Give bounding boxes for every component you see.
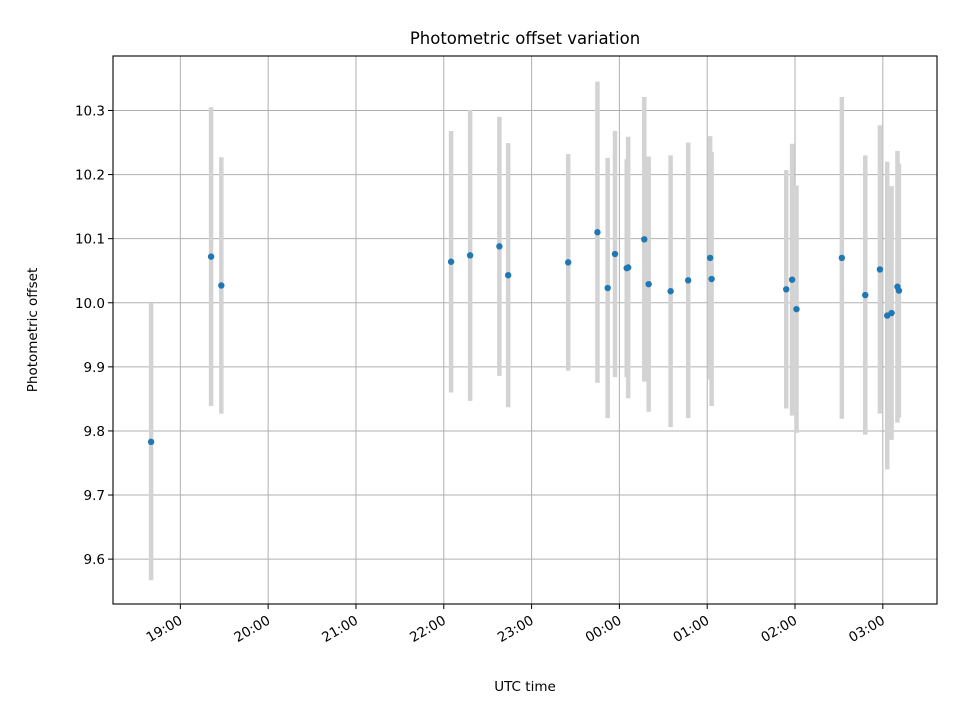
y-tick-label: 10.0 <box>75 296 105 312</box>
y-tick-label: 10.3 <box>75 103 105 119</box>
y-tick-label: 10.1 <box>75 232 105 248</box>
data-point <box>466 252 474 259</box>
data-point <box>788 276 796 283</box>
data-point <box>147 438 155 446</box>
data-point <box>564 259 572 266</box>
data-point <box>667 288 674 295</box>
data-point <box>207 253 215 260</box>
data-point <box>504 272 512 279</box>
y-tick-label: 9.6 <box>84 552 105 568</box>
y-tick-label: 10.2 <box>75 168 105 184</box>
data-point <box>641 236 648 243</box>
grid-lines <box>113 56 937 604</box>
y-axis-label: Photometric offset <box>25 268 41 392</box>
plot-frame <box>112 55 938 605</box>
data-point <box>888 309 895 317</box>
y-axis-ticks: 9.6 9.7 9.8 9.9 10.0 10.1 10.2 10.3 <box>75 103 113 568</box>
y-tick-label: 9.7 <box>84 488 105 504</box>
data-point <box>708 275 715 283</box>
data-point <box>594 229 601 236</box>
data-point <box>862 291 869 299</box>
chart-title: Photometric offset variation <box>410 29 640 48</box>
data-point <box>218 282 225 289</box>
data-points <box>147 229 903 446</box>
y-tick-label: 9.8 <box>84 424 105 440</box>
data-point <box>496 243 503 250</box>
data-point <box>604 284 611 292</box>
data-point <box>624 264 632 271</box>
data-point <box>895 287 903 294</box>
data-point <box>684 277 692 284</box>
data-point <box>706 254 714 262</box>
x-axis-label: UTC time <box>494 679 556 695</box>
data-point <box>645 280 652 288</box>
y-tick-label: 9.9 <box>84 360 105 376</box>
data-point <box>783 286 790 293</box>
data-point <box>838 254 846 262</box>
data-point <box>447 258 455 265</box>
data-point <box>793 305 800 313</box>
data-point <box>611 250 619 258</box>
data-point <box>876 266 884 273</box>
